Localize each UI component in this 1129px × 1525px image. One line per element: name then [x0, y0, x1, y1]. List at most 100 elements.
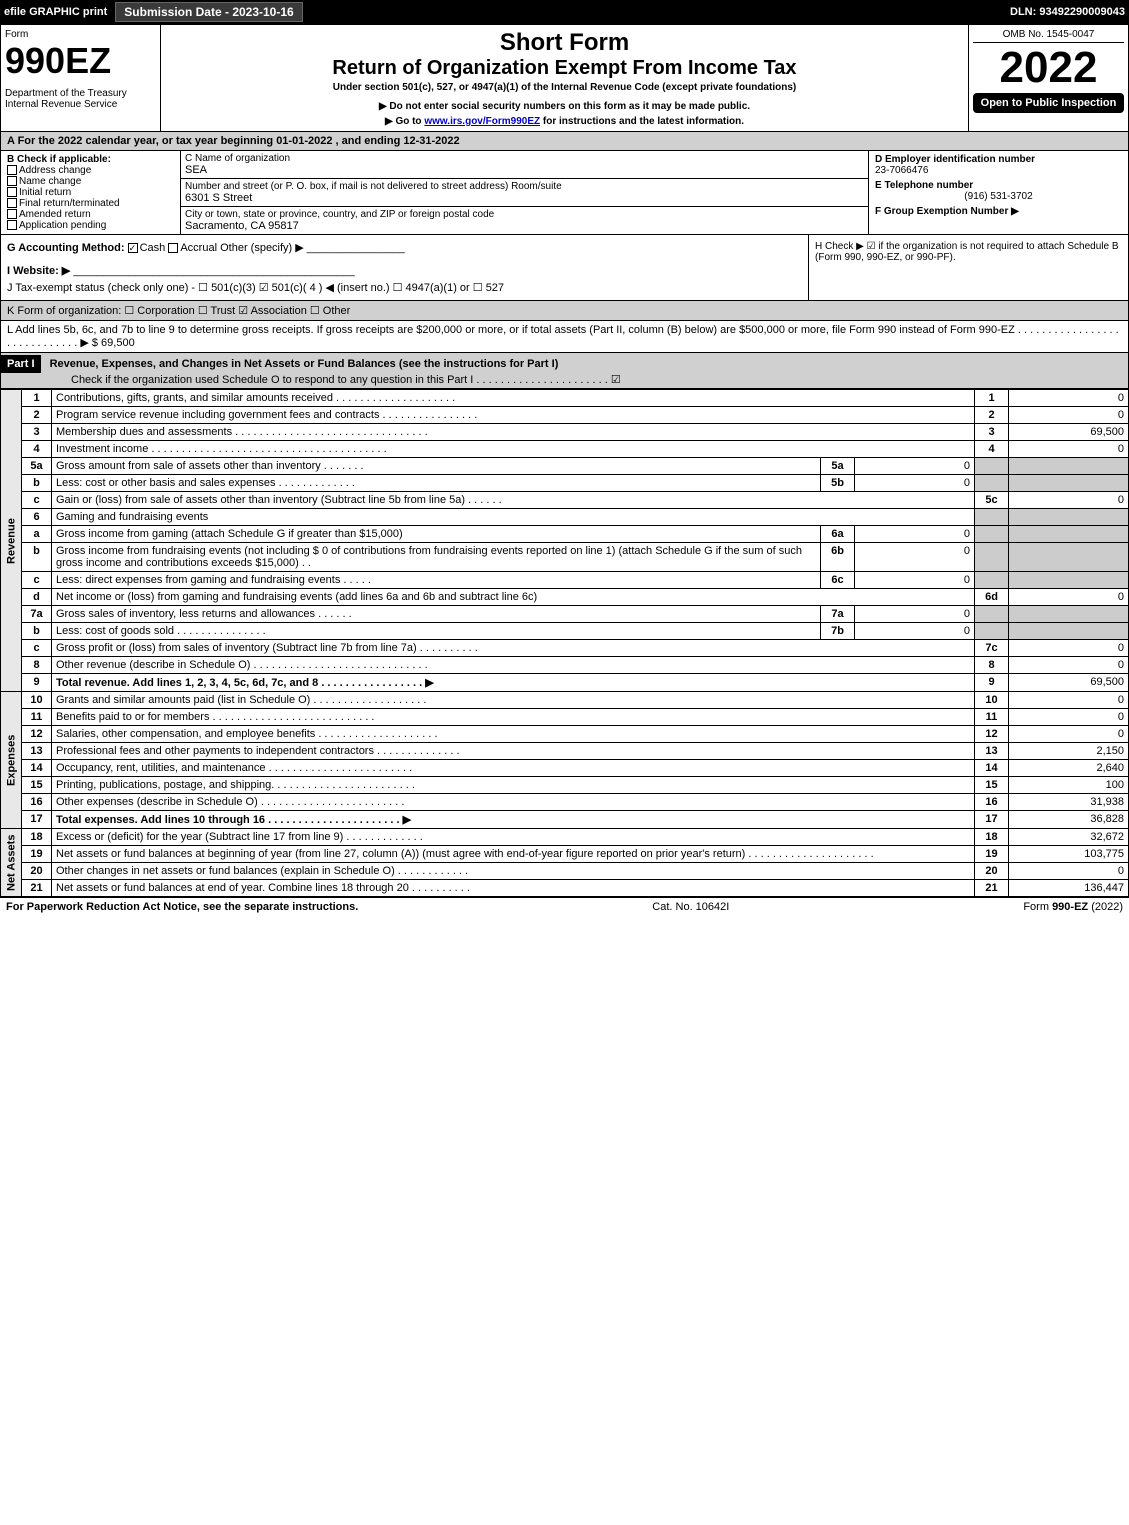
desc-3: Membership dues and assessments . . . . … — [52, 424, 975, 441]
line-a: A For the 2022 calendar year, or tax yea… — [0, 132, 1129, 151]
desc-7c: Gross profit or (loss) from sales of inv… — [52, 640, 975, 657]
val-17: 36,828 — [1009, 811, 1129, 829]
desc-5a: Gross amount from sale of assets other t… — [52, 458, 821, 475]
val-8: 0 — [1009, 657, 1129, 674]
label-org-name: C Name of organization — [185, 153, 864, 164]
goto-prefix: ▶ Go to — [385, 116, 424, 127]
rn-12: 12 — [975, 726, 1009, 743]
goto-suffix: for instructions and the latest informat… — [540, 116, 744, 127]
desc-6b: Gross income from fundraising events (no… — [52, 543, 821, 572]
ln-6d: d — [22, 589, 52, 606]
desc-8: Other revenue (describe in Schedule O) .… — [52, 657, 975, 674]
opt-accrual: Accrual — [180, 242, 217, 254]
sidebar-net-assets: Net Assets — [1, 829, 22, 897]
checkbox-cash[interactable] — [128, 243, 138, 253]
grey-6b — [975, 543, 1009, 572]
footer-catno: Cat. No. 10642I — [652, 901, 729, 913]
desc-12: Salaries, other compensation, and employ… — [52, 726, 975, 743]
ln-11: 11 — [22, 709, 52, 726]
val-14: 2,640 — [1009, 760, 1129, 777]
checkbox-final-return[interactable] — [7, 198, 17, 208]
opt-amended-return: Amended return — [19, 209, 91, 220]
rn-14: 14 — [975, 760, 1009, 777]
ln-7a: 7a — [22, 606, 52, 623]
title-return: Return of Organization Exempt From Incom… — [165, 57, 964, 80]
checkbox-accrual[interactable] — [168, 243, 178, 253]
desc-6d: Net income or (loss) from gaming and fun… — [52, 589, 975, 606]
form-number: 990EZ — [5, 40, 156, 82]
checkbox-application-pending[interactable] — [7, 220, 17, 230]
grey-7a — [975, 606, 1009, 623]
desc-6a: Gross income from gaming (attach Schedul… — [52, 526, 821, 543]
opt-application-pending: Application pending — [19, 220, 106, 231]
ln-1: 1 — [22, 390, 52, 407]
greyval-7b — [1009, 623, 1129, 640]
box-5b: 5b — [821, 475, 855, 492]
rn-13: 13 — [975, 743, 1009, 760]
box-7b: 7b — [821, 623, 855, 640]
grey-5b — [975, 475, 1009, 492]
submission-date-button[interactable]: Submission Date - 2023-10-16 — [115, 2, 302, 22]
checkbox-amended-return[interactable] — [7, 209, 17, 219]
bval-6b: 0 — [855, 543, 975, 572]
ln-14: 14 — [22, 760, 52, 777]
bval-7b: 0 — [855, 623, 975, 640]
label-ein: D Employer identification number — [875, 154, 1122, 165]
box-6c: 6c — [821, 572, 855, 589]
box-6a: 6a — [821, 526, 855, 543]
rn-2: 2 — [975, 407, 1009, 424]
rn-9: 9 — [975, 674, 1009, 692]
greyval-6b — [1009, 543, 1129, 572]
val-15: 100 — [1009, 777, 1129, 794]
part1-table: Revenue 1Contributions, gifts, grants, a… — [0, 389, 1129, 897]
top-bar: efile GRAPHIC print Submission Date - 20… — [0, 0, 1129, 24]
goto-note: ▶ Go to www.irs.gov/Form990EZ for instru… — [165, 116, 964, 127]
rn-3: 3 — [975, 424, 1009, 441]
ln-9: 9 — [22, 674, 52, 692]
form-header: Form 990EZ Department of the Treasury In… — [0, 24, 1129, 132]
bval-6a: 0 — [855, 526, 975, 543]
box-6b: 6b — [821, 543, 855, 572]
irs-link[interactable]: www.irs.gov/Form990EZ — [424, 116, 540, 127]
grey-6c — [975, 572, 1009, 589]
ln-5c: c — [22, 492, 52, 509]
ln-5b: b — [22, 475, 52, 492]
page-footer: For Paperwork Reduction Act Notice, see … — [0, 897, 1129, 916]
checkbox-address-change[interactable] — [7, 165, 17, 175]
part1-bar: Part I Revenue, Expenses, and Changes in… — [0, 353, 1129, 389]
line-k: K Form of organization: ☐ Corporation ☐ … — [0, 301, 1129, 321]
rn-4: 4 — [975, 441, 1009, 458]
desc-19: Net assets or fund balances at beginning… — [52, 846, 975, 863]
box-b: B Check if applicable: Address change Na… — [1, 151, 181, 234]
grey-5a — [975, 458, 1009, 475]
opt-final-return: Final return/terminated — [19, 198, 120, 209]
checkbox-name-change[interactable] — [7, 176, 17, 186]
ln-6c: c — [22, 572, 52, 589]
val-3: 69,500 — [1009, 424, 1129, 441]
val-20: 0 — [1009, 863, 1129, 880]
open-public-badge: Open to Public Inspection — [973, 93, 1124, 113]
ln-7c: c — [22, 640, 52, 657]
desc-17: Total expenses. Add lines 10 through 16 … — [52, 811, 975, 829]
rn-11: 11 — [975, 709, 1009, 726]
rn-15: 15 — [975, 777, 1009, 794]
val-12: 0 — [1009, 726, 1129, 743]
ln-6: 6 — [22, 509, 52, 526]
desc-21: Net assets or fund balances at end of ye… — [52, 880, 975, 897]
footer-paperwork: For Paperwork Reduction Act Notice, see … — [6, 901, 358, 913]
ln-7b: b — [22, 623, 52, 640]
rn-17: 17 — [975, 811, 1009, 829]
desc-9: Total revenue. Add lines 1, 2, 3, 4, 5c,… — [52, 674, 975, 692]
rn-18: 18 — [975, 829, 1009, 846]
line-g-h: G Accounting Method: Cash Accrual Other … — [0, 235, 1129, 301]
label-city: City or town, state or province, country… — [185, 209, 864, 220]
checkbox-initial-return[interactable] — [7, 187, 17, 197]
rn-10: 10 — [975, 692, 1009, 709]
bval-5b: 0 — [855, 475, 975, 492]
greyval-5a — [1009, 458, 1129, 475]
ln-5a: 5a — [22, 458, 52, 475]
desc-18: Excess or (deficit) for the year (Subtra… — [52, 829, 975, 846]
ln-17: 17 — [22, 811, 52, 829]
desc-5b: Less: cost or other basis and sales expe… — [52, 475, 821, 492]
ln-6b: b — [22, 543, 52, 572]
